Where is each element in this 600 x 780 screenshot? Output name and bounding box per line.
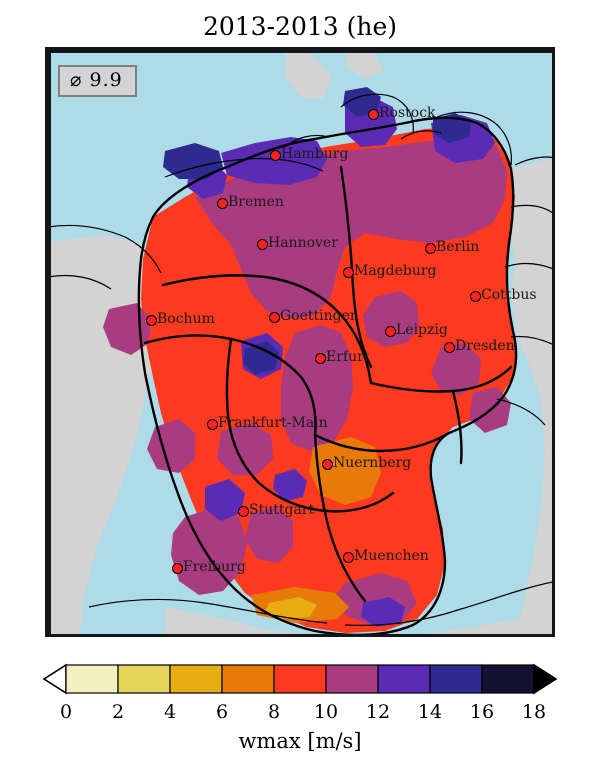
colorbar-band xyxy=(117,664,171,694)
station-marker[interactable] xyxy=(268,311,280,323)
colorbar-band xyxy=(325,664,379,694)
colorbar-title: wmax [m/s] xyxy=(238,729,362,753)
station-marker[interactable] xyxy=(237,505,249,517)
station-marker[interactable] xyxy=(342,551,354,563)
station-marker[interactable] xyxy=(269,149,281,161)
colorbar-tick: 6 xyxy=(215,701,229,723)
station-marker[interactable] xyxy=(321,458,333,470)
map-canvas xyxy=(48,50,552,634)
page-title: 2013-2013 (he) xyxy=(202,12,398,41)
contour-fill-10-12 xyxy=(103,137,511,625)
colorbar-band xyxy=(377,664,431,694)
station-marker[interactable] xyxy=(384,325,396,337)
colorbar-tick: 14 xyxy=(417,701,443,723)
colorbar-swatches xyxy=(42,663,558,695)
coastline-detail xyxy=(48,93,552,626)
average-annotation: ⌀ 9.9 xyxy=(58,65,137,97)
colorbar-tick: 4 xyxy=(163,701,177,723)
colorbar: 0 2 4 6 8 10 12 14 16 18 wmax [m/s] xyxy=(0,655,600,780)
station-marker[interactable] xyxy=(216,197,228,209)
political-borders xyxy=(137,116,518,634)
station-marker[interactable] xyxy=(469,290,481,302)
contour-fill-4-6 xyxy=(265,597,317,619)
colorbar-tick: 8 xyxy=(267,701,281,723)
station-marker[interactable] xyxy=(342,266,354,278)
colorbar-band xyxy=(429,664,483,694)
colorbar-band xyxy=(273,664,327,694)
station-marker[interactable] xyxy=(171,562,183,574)
colorbar-band xyxy=(65,664,119,694)
colorbar-band xyxy=(481,664,535,694)
colorbar-band xyxy=(169,664,223,694)
station-marker[interactable] xyxy=(424,242,436,254)
station-marker[interactable] xyxy=(443,341,455,353)
colorbar-over-arrow xyxy=(533,663,558,695)
colorbar-tick: 16 xyxy=(469,701,495,723)
station-marker[interactable] xyxy=(256,238,268,250)
station-marker[interactable] xyxy=(206,418,218,430)
map-panel xyxy=(45,47,555,637)
colorbar-tick-labels: 0 2 4 6 8 10 12 14 16 18 xyxy=(0,701,600,727)
colorbar-tick: 2 xyxy=(111,701,125,723)
colorbar-band xyxy=(221,664,275,694)
station-marker[interactable] xyxy=(367,108,379,120)
colorbar-tick: 12 xyxy=(365,701,391,723)
colorbar-tick: 10 xyxy=(313,701,339,723)
station-marker[interactable] xyxy=(145,314,157,326)
station-marker[interactable] xyxy=(314,352,326,364)
colorbar-tick: 0 xyxy=(59,701,73,723)
colorbar-under-arrow xyxy=(42,663,67,695)
colorbar-tick: 18 xyxy=(521,701,547,723)
